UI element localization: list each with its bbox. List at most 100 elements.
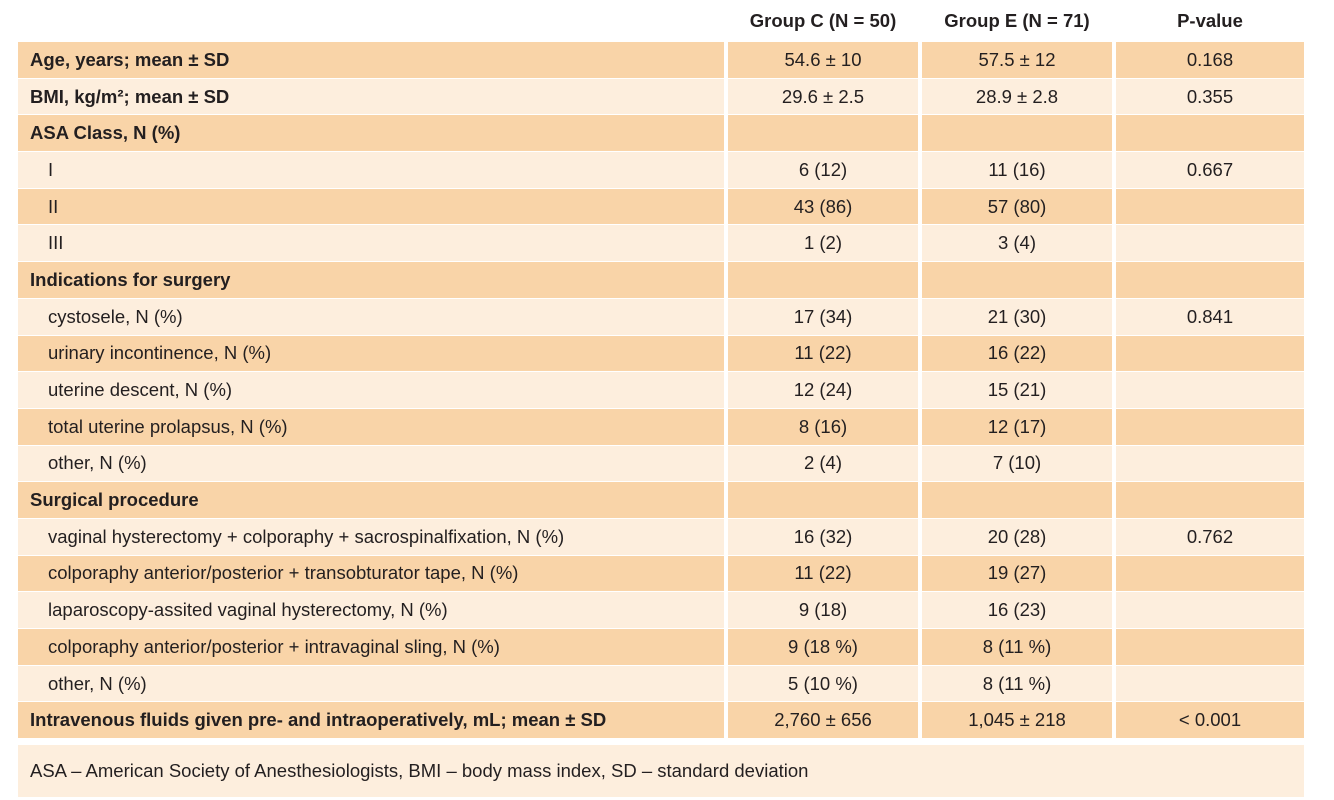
group-e-value: 16 (23)	[918, 592, 1112, 628]
group-e-value: 15 (21)	[918, 372, 1112, 408]
row-label: Surgical procedure	[18, 482, 724, 518]
p-value: 0.168	[1112, 42, 1304, 78]
table-row: III 1 (2) 3 (4)	[18, 225, 1304, 263]
table-row: Age, years; mean ± SD 54.6 ± 10 57.5 ± 12 0…	[18, 42, 1304, 79]
group-e-value: 57 (80)	[918, 188, 1112, 225]
group-c-value: 6 (12)	[724, 152, 918, 188]
table-row: uterine descent, N (%) 12 (24) 15 (21)	[18, 372, 1304, 409]
p-value: 0.355	[1112, 78, 1304, 115]
group-e-value	[918, 262, 1112, 298]
row-label: Intravenous fluids given pre- and intrao…	[18, 702, 724, 739]
table-row: Surgical procedure	[18, 482, 1304, 519]
group-e-value: 28.9 ± 2.8	[918, 78, 1112, 115]
table-row: other, N (%) 2 (4) 7 (10)	[18, 445, 1304, 483]
table-row: colporaphy anterior/posterior + intravag…	[18, 629, 1304, 666]
p-value	[1112, 665, 1304, 702]
p-value: 0.762	[1112, 518, 1304, 555]
group-e-value: 7 (10)	[918, 445, 1112, 482]
row-label: urinary incontinence, N (%)	[18, 335, 724, 372]
group-c-value: 2,760 ± 656	[724, 702, 918, 739]
row-label: uterine descent, N (%)	[18, 372, 724, 408]
p-value	[1112, 408, 1304, 445]
group-c-value: 5 (10 %)	[724, 665, 918, 702]
table-row: urinary incontinence, N (%) 11 (22) 16 (22…	[18, 335, 1304, 373]
group-c-value	[724, 262, 918, 298]
group-e-value: 16 (22)	[918, 335, 1112, 372]
group-e-value: 19 (27)	[918, 555, 1112, 592]
table-row: vaginal hysterectomy + colporaphy + sacr…	[18, 518, 1304, 556]
table-row: other, N (%) 5 (10 %) 8 (11 %)	[18, 665, 1304, 703]
row-label: other, N (%)	[18, 665, 724, 702]
group-c-value: 29.6 ± 2.5	[724, 78, 918, 115]
group-c-value: 11 (22)	[724, 335, 918, 372]
group-e-value: 20 (28)	[918, 518, 1112, 555]
row-label: colporaphy anterior/posterior + transobt…	[18, 555, 724, 592]
row-label: total uterine prolapsus, N (%)	[18, 408, 724, 445]
table-row: laparoscopy-assited vaginal hysterectomy…	[18, 592, 1304, 629]
row-label: ASA Class, N (%)	[18, 115, 724, 152]
group-e-value: 11 (16)	[918, 152, 1112, 188]
table-row: total uterine prolapsus, N (%) 8 (16) 12 (…	[18, 408, 1304, 446]
table-row: II 43 (86) 57 (80)	[18, 188, 1304, 226]
group-e-value: 57.5 ± 12	[918, 42, 1112, 78]
row-label: laparoscopy-assited vaginal hysterectomy…	[18, 592, 724, 628]
table-row: ASA Class, N (%)	[18, 115, 1304, 153]
p-value: < 0.001	[1112, 702, 1304, 739]
p-value: 0.667	[1112, 152, 1304, 188]
p-value	[1112, 445, 1304, 482]
p-value	[1112, 262, 1304, 298]
row-label: Indications for surgery	[18, 262, 724, 298]
data-table: Group C (N = 50) Group E (N = 71) P-valu…	[18, 0, 1304, 798]
p-value	[1112, 372, 1304, 408]
group-e-value: 21 (30)	[918, 298, 1112, 335]
group-c-value: 2 (4)	[724, 445, 918, 482]
row-label: other, N (%)	[18, 445, 724, 482]
group-c-value: 43 (86)	[724, 188, 918, 225]
p-value	[1112, 225, 1304, 262]
p-value	[1112, 482, 1304, 518]
group-c-value: 16 (32)	[724, 518, 918, 555]
group-e-value: 8 (11 %)	[918, 629, 1112, 665]
row-label: colporaphy anterior/posterior + intravag…	[18, 629, 724, 665]
group-e-value: 12 (17)	[918, 408, 1112, 445]
group-c-value: 12 (24)	[724, 372, 918, 408]
row-label: vaginal hysterectomy + colporaphy + sacr…	[18, 518, 724, 555]
group-c-value: 54.6 ± 10	[724, 42, 918, 78]
group-c-value: 17 (34)	[724, 298, 918, 335]
row-label: Age, years; mean ± SD	[18, 42, 724, 78]
group-c-value	[724, 482, 918, 518]
row-label: II	[18, 188, 724, 225]
row-label: I	[18, 152, 724, 188]
p-value	[1112, 555, 1304, 592]
group-c-value: 9 (18 %)	[724, 629, 918, 665]
header-group-c: Group C (N = 50)	[724, 0, 918, 41]
group-e-value: 1,045 ± 218	[918, 702, 1112, 739]
group-c-value: 1 (2)	[724, 225, 918, 262]
group-c-value: 9 (18)	[724, 592, 918, 628]
table-row: Indications for surgery	[18, 262, 1304, 299]
table-row: colporaphy anterior/posterior + transobt…	[18, 555, 1304, 593]
group-e-value: 3 (4)	[918, 225, 1112, 262]
p-value	[1112, 115, 1304, 152]
table-row: BMI, kg/m²; mean ± SD 29.6 ± 2.5 28.9 ± 2.…	[18, 78, 1304, 116]
group-c-value	[724, 115, 918, 152]
table-body: Age, years; mean ± SD 54.6 ± 10 57.5 ± 12 0…	[18, 42, 1304, 740]
p-value	[1112, 592, 1304, 628]
p-value	[1112, 188, 1304, 225]
header-p-value: P-value	[1112, 0, 1304, 41]
row-label: cystosele, N (%)	[18, 298, 724, 335]
group-e-value	[918, 115, 1112, 152]
table-header-row: Group C (N = 50) Group E (N = 71) P-valu…	[18, 0, 1304, 42]
p-value: 0.841	[1112, 298, 1304, 335]
header-group-e: Group E (N = 71)	[918, 0, 1112, 41]
row-label: BMI, kg/m²; mean ± SD	[18, 78, 724, 115]
table-footnote: ASA – American Society of Anesthesiologi…	[18, 745, 1304, 798]
p-value	[1112, 629, 1304, 665]
row-label: III	[18, 225, 724, 262]
header-label-cell	[18, 0, 724, 41]
group-c-value: 11 (22)	[724, 555, 918, 592]
group-e-value	[918, 482, 1112, 518]
table-row: cystosele, N (%) 17 (34) 21 (30) 0.841	[18, 298, 1304, 336]
group-e-value: 8 (11 %)	[918, 665, 1112, 702]
